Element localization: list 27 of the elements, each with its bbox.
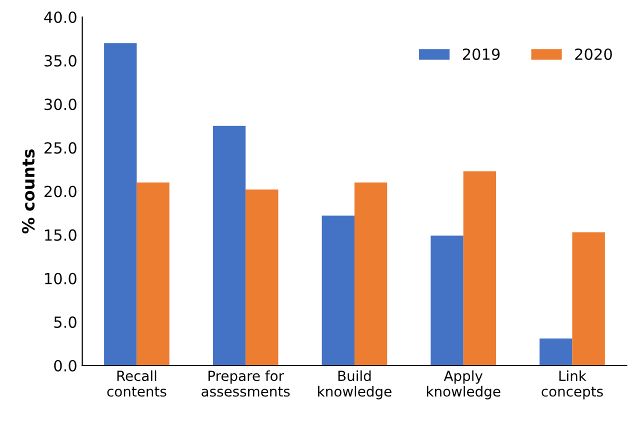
y-axis-title: % counts — [22, 149, 35, 234]
bar — [430, 236, 464, 366]
bar — [212, 126, 246, 366]
bar — [322, 216, 354, 366]
bar — [354, 182, 388, 366]
bar — [136, 182, 170, 366]
x-tick-label: Link concepts — [542, 370, 603, 400]
legend-label: 2020 — [575, 48, 612, 60]
bar — [246, 190, 278, 366]
bar — [540, 338, 572, 366]
bar — [463, 171, 496, 366]
y-tick-label: 30.0 — [44, 98, 76, 110]
y-tick-label: 15.0 — [45, 229, 76, 241]
bar — [104, 43, 137, 366]
legend-label: 2019 — [462, 48, 500, 60]
x-tick-label: Prepare for assessments — [202, 370, 290, 397]
y-tick-label: 35.0 — [44, 55, 76, 67]
y-tick-label: 25.0 — [44, 142, 76, 154]
y-tick-label: 5.0 — [54, 316, 76, 328]
y-tick-label: 20.0 — [44, 186, 76, 198]
y-tick-label: 10.0 — [45, 272, 76, 284]
x-tick-label: Apply knowledge — [426, 370, 500, 400]
bar — [572, 232, 605, 366]
x-tick-label: Build knowledge — [318, 370, 392, 400]
y-tick-label: 0.0 — [54, 360, 76, 372]
x-tick-label: Recall contents — [107, 370, 166, 397]
y-tick-label: 40.0 — [44, 11, 76, 24]
